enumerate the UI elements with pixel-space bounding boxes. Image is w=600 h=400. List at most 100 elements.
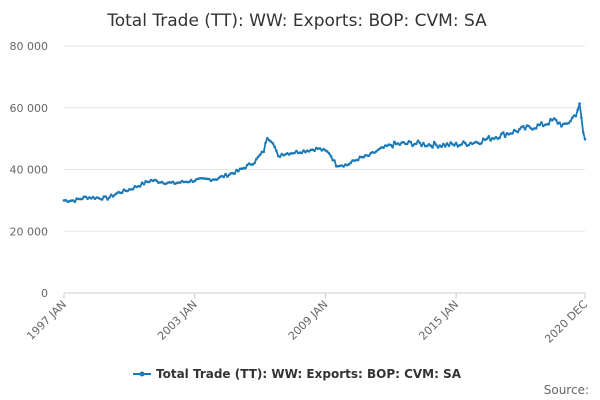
data-point[interactable]	[391, 145, 394, 149]
data-point[interactable]	[302, 149, 305, 152]
data-point[interactable]	[304, 150, 307, 154]
data-point[interactable]	[177, 181, 180, 184]
data-point[interactable]	[558, 121, 561, 124]
data-point[interactable]	[224, 172, 227, 176]
data-point[interactable]	[79, 197, 82, 201]
data-point[interactable]	[376, 148, 380, 152]
data-point[interactable]	[333, 159, 336, 162]
data-point[interactable]	[436, 146, 440, 149]
data-point[interactable]	[320, 149, 324, 152]
data-point[interactable]	[443, 145, 447, 148]
data-point[interactable]	[529, 126, 532, 130]
data-point[interactable]	[560, 125, 563, 128]
data-point[interactable]	[73, 200, 77, 204]
data-point[interactable]	[541, 124, 545, 128]
data-point[interactable]	[142, 183, 146, 186]
data-point[interactable]	[552, 117, 556, 120]
data-point[interactable]	[492, 137, 496, 140]
data-point[interactable]	[534, 127, 538, 130]
data-point[interactable]	[178, 181, 182, 184]
data-point[interactable]	[111, 195, 115, 198]
data-point[interactable]	[209, 179, 213, 183]
data-point[interactable]	[494, 135, 498, 139]
data-point[interactable]	[411, 144, 414, 148]
data-point[interactable]	[322, 147, 325, 151]
data-point[interactable]	[409, 140, 413, 144]
data-point[interactable]	[293, 151, 296, 155]
data-point[interactable]	[527, 124, 530, 128]
data-point[interactable]	[485, 137, 489, 141]
data-point[interactable]	[385, 144, 389, 148]
data-point[interactable]	[102, 195, 106, 198]
data-point[interactable]	[264, 141, 267, 145]
data-point[interactable]	[269, 140, 273, 143]
data-point[interactable]	[580, 116, 583, 119]
data-point[interactable]	[246, 163, 249, 167]
data-point[interactable]	[342, 165, 345, 168]
data-point[interactable]	[374, 150, 378, 153]
data-point[interactable]	[171, 180, 175, 184]
data-point[interactable]	[120, 191, 124, 194]
data-point[interactable]	[91, 195, 95, 199]
data-point[interactable]	[307, 150, 311, 153]
data-point[interactable]	[454, 141, 458, 145]
data-point[interactable]	[325, 150, 329, 153]
data-point[interactable]	[260, 150, 264, 154]
data-point[interactable]	[581, 131, 585, 134]
data-point[interactable]	[433, 140, 436, 144]
data-point[interactable]	[131, 187, 135, 191]
data-point[interactable]	[84, 195, 88, 199]
data-point[interactable]	[266, 136, 269, 140]
data-point[interactable]	[434, 143, 438, 146]
data-point[interactable]	[93, 197, 97, 201]
data-point[interactable]	[253, 161, 256, 165]
data-point[interactable]	[405, 142, 409, 146]
data-point[interactable]	[427, 143, 431, 146]
data-point[interactable]	[489, 139, 492, 142]
data-point[interactable]	[335, 165, 338, 168]
data-point[interactable]	[498, 136, 502, 139]
data-point[interactable]	[267, 138, 271, 142]
data-point[interactable]	[100, 198, 104, 201]
data-point[interactable]	[256, 155, 260, 159]
data-point[interactable]	[355, 158, 358, 162]
data-point[interactable]	[389, 143, 393, 147]
data-point[interactable]	[460, 143, 463, 146]
data-point[interactable]	[207, 177, 211, 181]
data-point[interactable]	[449, 141, 453, 144]
data-point[interactable]	[583, 138, 587, 141]
data-point[interactable]	[420, 144, 423, 148]
data-point[interactable]	[126, 189, 129, 193]
data-point[interactable]	[547, 123, 550, 126]
data-point[interactable]	[480, 142, 483, 145]
data-point[interactable]	[295, 149, 298, 153]
data-point[interactable]	[414, 142, 418, 145]
data-point[interactable]	[140, 181, 144, 184]
data-point[interactable]	[193, 179, 196, 183]
data-point[interactable]	[188, 180, 191, 184]
data-point[interactable]	[578, 102, 581, 105]
data-point[interactable]	[382, 146, 385, 149]
data-point[interactable]	[373, 151, 376, 155]
data-point[interactable]	[217, 177, 220, 180]
data-point[interactable]	[367, 154, 371, 157]
data-point[interactable]	[571, 116, 574, 119]
data-point[interactable]	[540, 121, 543, 124]
data-point[interactable]	[244, 166, 247, 170]
data-point[interactable]	[198, 177, 202, 180]
data-point[interactable]	[518, 127, 521, 131]
data-point[interactable]	[418, 141, 422, 145]
data-point[interactable]	[402, 140, 405, 144]
data-point[interactable]	[532, 127, 536, 130]
data-point[interactable]	[226, 175, 229, 178]
data-point[interactable]	[82, 195, 86, 199]
data-point[interactable]	[453, 144, 456, 147]
data-point[interactable]	[122, 188, 126, 191]
data-point[interactable]	[275, 149, 278, 153]
data-point[interactable]	[347, 163, 351, 166]
data-point[interactable]	[318, 147, 322, 150]
data-point[interactable]	[356, 158, 360, 162]
data-point[interactable]	[115, 192, 118, 195]
data-point[interactable]	[227, 173, 231, 176]
data-point[interactable]	[300, 151, 304, 155]
